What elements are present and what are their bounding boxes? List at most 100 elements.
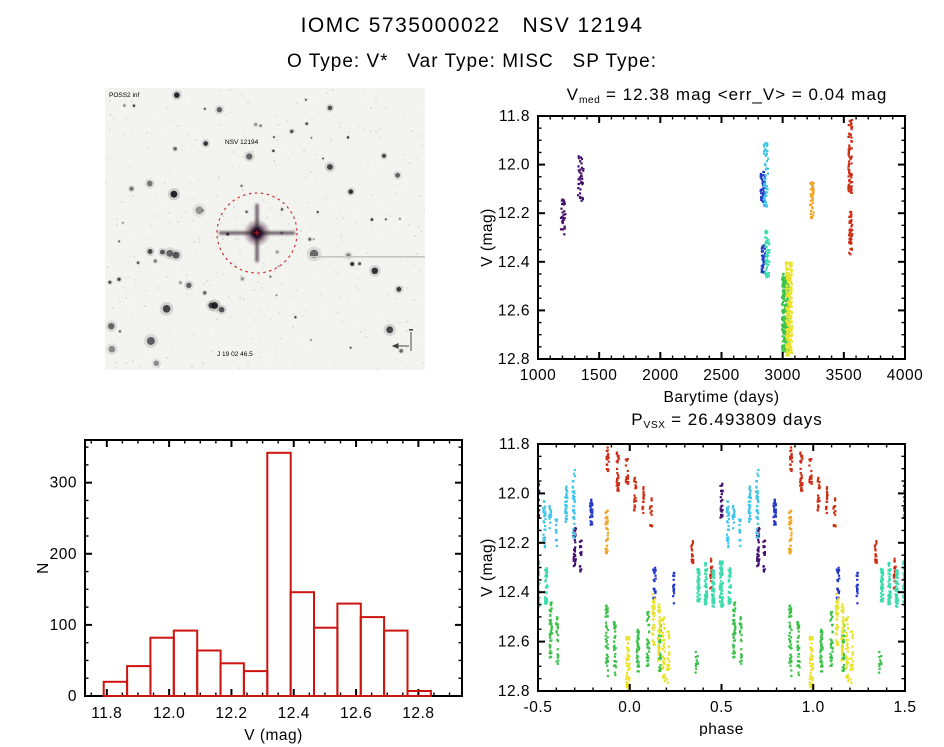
phase-title: PVSX = 26.493809 days [510, 410, 944, 435]
period-symbol: P [631, 410, 644, 429]
survey-label: POSS2 inf [109, 92, 140, 99]
y-axis-label: V (mag) [479, 538, 496, 597]
x-tick-label: 1.0 [802, 699, 825, 716]
x-tick-label: 12.2 [215, 705, 247, 722]
y-tick-label: 200 [50, 546, 77, 563]
cluster-red [709, 557, 898, 590]
cluster-yellow [784, 261, 794, 357]
histogram-bar [289, 591, 316, 697]
y-tick-label: 0 [68, 688, 77, 705]
vmed-value-text: = 12.38 mag <err_V> = 0.04 mag [600, 85, 888, 104]
cluster-cyan [571, 468, 760, 539]
lightcurve-title: Vmed = 12.38 mag <err_V> = 0.04 mag [510, 85, 944, 110]
vmed-symbol: V [566, 85, 579, 104]
histogram-bar [383, 629, 409, 698]
aperture-circle [216, 192, 298, 274]
histogram-bar [313, 626, 339, 697]
cluster-turquoise [536, 560, 906, 609]
cluster-yellow [661, 616, 850, 683]
cluster-green [635, 628, 824, 673]
phasecurve-chart: -0.5 0.0 0.5 1.0 1.5 11.8 12.0 12.2 12.4 12.6 12.8… [479, 436, 916, 736]
y-tick-label: 12.6 [498, 634, 530, 651]
cluster-turquoise [696, 567, 885, 603]
page-title: IOMC 5735000022 NSV 12194 [300, 14, 644, 37]
compass-icon [391, 329, 413, 351]
cluster-orange [809, 181, 815, 220]
cluster-red [848, 210, 854, 256]
finding-chart-panel: POSS2 inf NSV 12194 J 19 02 46.5 [105, 88, 425, 370]
histogram-bar [149, 636, 175, 697]
y-tick-label: 11.8 [499, 110, 530, 125]
cluster-green [694, 650, 883, 674]
histogram-bar [196, 649, 222, 697]
cluster-green [645, 611, 834, 667]
x-tick-label: 12.6 [340, 705, 372, 722]
histogram-bar [172, 629, 199, 698]
histogram-chart: 11.8 12.0 12.2 12.4 12.6 12.8 0 100 200 300 V (mag… [35, 439, 463, 744]
y-tick-label: 12.4 [498, 254, 530, 271]
cluster-green [555, 616, 743, 665]
y-tick-label: 12.6 [498, 302, 530, 319]
cluster-yellow [651, 593, 840, 646]
cluster-purple [577, 155, 585, 202]
cluster-cyan [542, 500, 731, 549]
cluster-green [612, 621, 801, 677]
cluster-turquoise [764, 229, 771, 279]
cluster-red [847, 119, 854, 194]
x-tick-label: 2000 [642, 367, 678, 384]
cluster-cyan [564, 485, 752, 523]
x-tick-label: 12.8 [402, 705, 434, 722]
histogram-bar [336, 602, 362, 698]
cluster-turquoise [703, 561, 892, 606]
cluster-darkblue [672, 571, 859, 605]
y-tick-label: 12.8 [498, 351, 530, 368]
field-stars [105, 90, 405, 369]
x-axis-label: phase [699, 721, 744, 736]
cluster-yellow [666, 630, 855, 684]
histogram-panel: 11.8 12.0 12.2 12.4 12.6 12.8 0 100 200 300 V (mag… [20, 425, 485, 747]
x-tick-label: 0.0 [618, 699, 641, 716]
y-tick-label: 12.2 [498, 205, 530, 222]
x-tick-label: 2500 [703, 367, 739, 384]
lightcurve-panel: Vmed = 12.38 mag <err_V> = 0.04 mag 1000… [470, 85, 944, 410]
target-cross-icon [254, 230, 260, 236]
cluster-cyan [554, 518, 742, 548]
x-tick-label: 1000 [520, 367, 556, 384]
y-axis-label: V (mag) [479, 208, 496, 267]
plate-streak [310, 256, 425, 258]
x-tick-label: 0.5 [710, 699, 733, 716]
target-label: NSV 12194 [225, 139, 259, 146]
coord-label: J 19 02 46.5 [217, 351, 253, 358]
x-tick-label: 12.4 [278, 705, 310, 722]
cluster-cyan [762, 142, 770, 208]
y-tick-label: 12.0 [498, 157, 530, 174]
y-tick-label: 11.8 [499, 436, 530, 453]
x-tick-label: 3000 [764, 367, 800, 384]
cluster-red [641, 486, 829, 515]
cluster-turquoise [711, 569, 899, 608]
y-tick-label: 12.0 [498, 485, 530, 502]
histogram-bar [242, 670, 269, 698]
cluster-red [633, 476, 821, 512]
histogram-bar [126, 665, 152, 698]
y-tick-label: 300 [50, 475, 77, 492]
period-value-text: = 26.493809 days [665, 410, 823, 429]
cluster-yellow [625, 635, 815, 692]
x-axis-label: V (mag) [244, 727, 303, 744]
cluster-red [624, 458, 813, 485]
x-tick-label: 12.0 [153, 705, 185, 722]
cluster-red [605, 446, 794, 473]
y-tick-label: 100 [50, 617, 77, 634]
phase-panel: PVSX = 26.493809 days -0.5 0.0 0.5 1.0 1.5 11… [470, 410, 944, 747]
cluster-red [648, 497, 837, 528]
x-tick-label: 4000 [887, 367, 923, 384]
histogram-bar [359, 616, 386, 698]
page-subtitle: O Type: V* Var Type: MISC SP Type: [287, 51, 657, 72]
cluster-green [604, 604, 793, 678]
x-tick-label: 3500 [826, 367, 862, 384]
cluster-purple [578, 539, 767, 573]
cluster-green [548, 601, 737, 659]
x-tick-label: 1.5 [893, 699, 916, 716]
cluster-purple [559, 198, 567, 236]
